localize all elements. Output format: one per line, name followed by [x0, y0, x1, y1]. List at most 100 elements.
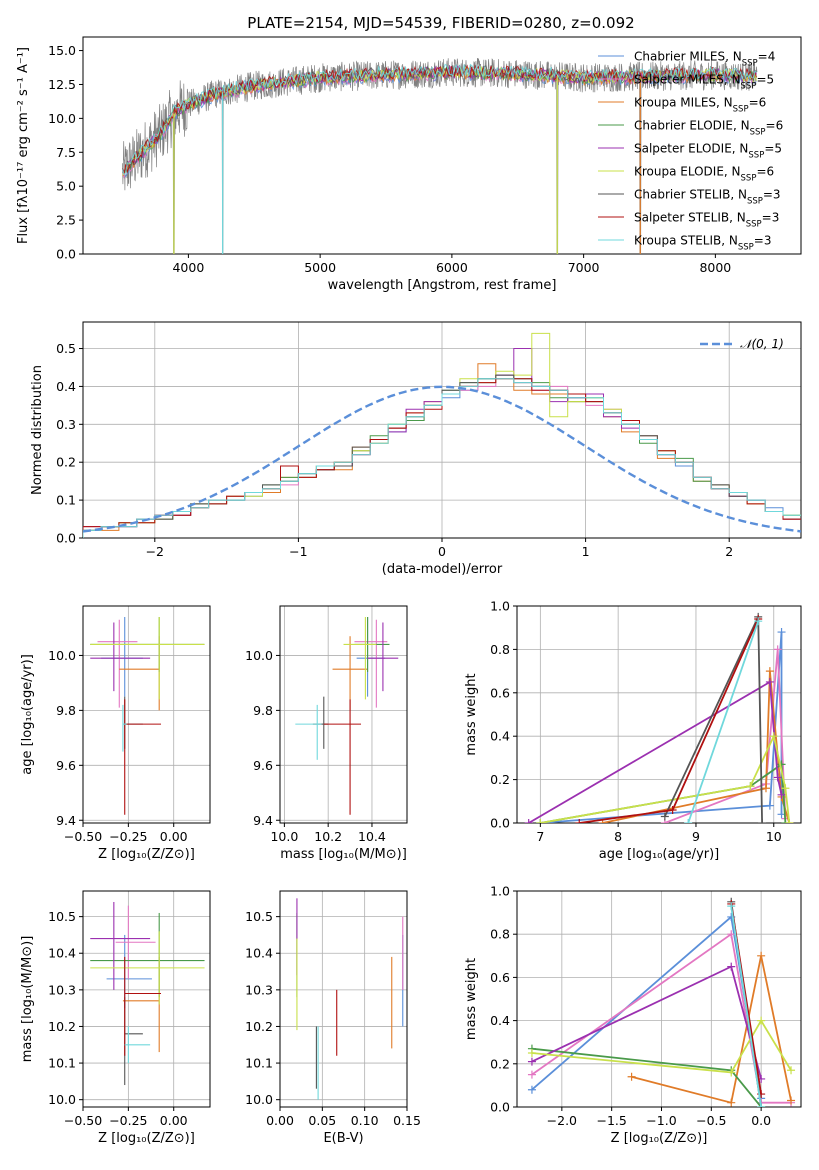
x-tick-label: −1.0	[646, 1113, 676, 1128]
y-tick-label: 1.0	[490, 599, 510, 614]
weight-marker	[773, 773, 782, 782]
panel-weight-vs-z: −2.0 −1.5 −1.0 −0.5 0.0 0.0 0.2 0.4 0.6 0.8 1.0 Z […	[464, 884, 802, 1146]
x-tick-label: −2.0	[547, 1113, 577, 1128]
x-tick-label: −0.25	[109, 829, 147, 844]
y-tick-label: 0.4	[56, 379, 76, 394]
x-tick-label: 0.05	[308, 1113, 336, 1128]
y-tick-label: 0.2	[490, 772, 510, 787]
weight-marker	[727, 1068, 736, 1077]
y-tick-label: 9.4	[253, 813, 273, 828]
y-tick-label: 10.1	[48, 1056, 76, 1071]
weight-marker	[761, 784, 770, 793]
x-axis-label: mass [log₁₀(M/M⊙)]	[280, 847, 407, 862]
y-axis-label: mass [log₁₀(M/M⊙)]	[20, 936, 35, 1063]
y-tick-label: 0.1	[56, 493, 76, 508]
x-axis-label: (data-model)/error	[382, 562, 503, 577]
y-tick-label: 0.0	[56, 531, 76, 546]
weight-marker	[684, 819, 693, 823]
weight-marker	[727, 1098, 736, 1107]
weight-marker	[746, 782, 755, 791]
x-tick-label: 7000	[568, 260, 600, 275]
y-tick-label: 10.0	[48, 111, 76, 126]
panel-residuals: −2 −1 0 1 2 0.0 0.1 0.2 0.3 0.4 0.5 (data-model)/er…	[30, 321, 802, 577]
y-tick-label: 10.0	[245, 648, 273, 663]
y-tick-label: 10.0	[48, 1092, 76, 1107]
y-tick-label: 10.2	[48, 1019, 76, 1034]
weight-line	[531, 932, 791, 1104]
axes-frame	[279, 605, 408, 824]
plot-area	[295, 616, 399, 815]
y-tick-label: 5.0	[56, 179, 76, 194]
x-tick-label: 10.0	[270, 829, 298, 844]
legend-label: Salpeter MILES, NSSP=5	[634, 73, 774, 92]
x-axis-label: Z [log₁₀(Z/Z⊙)]	[98, 847, 195, 862]
panel-age-vs-mass: 10.0 10.2 10.4 9.4 9.6 9.8 10.0 mass [log₁₀(M/M…	[245, 605, 408, 862]
panel-age-vs-z: −0.50 −0.25 0.00 9.4 9.6 9.8 10.0 Z [log₁₀(Z/Z⊙…	[20, 605, 211, 862]
legend-label: Kroupa ELODIE, NSSP=6	[634, 165, 774, 184]
y-tick-label: 10.1	[245, 1056, 273, 1071]
weight-marker	[627, 1072, 636, 1081]
y-axis-label: mass weight	[464, 673, 479, 755]
weight-marker	[727, 962, 736, 971]
y-tick-label: 0.0	[490, 816, 510, 831]
x-tick-label: 0.00	[266, 1113, 294, 1128]
weight-marker	[575, 819, 584, 823]
weight-line	[531, 1047, 762, 1107]
x-tick-label: 5000	[304, 260, 336, 275]
x-tick-label: 0	[438, 544, 446, 559]
legend-label: Salpeter STELIB, NSSP=3	[634, 211, 779, 230]
legend-label: Kroupa MILES, NSSP=6	[634, 96, 766, 115]
y-tick-label: 0.0	[56, 247, 76, 262]
y-tick-label: 1.0	[490, 884, 510, 899]
y-tick-label: 10.4	[48, 946, 76, 961]
plot-area	[524, 612, 794, 823]
y-axis-label: mass weight	[464, 958, 479, 1040]
y-tick-label: 0.2	[56, 455, 76, 470]
x-tick-label: 4000	[172, 260, 204, 275]
x-tick-label: −0.25	[109, 1113, 147, 1128]
data-spectrum-line	[122, 57, 758, 254]
x-tick-label: 0.00	[160, 829, 188, 844]
weight-marker	[668, 805, 677, 814]
plot-area	[122, 57, 758, 254]
weight-marker	[765, 667, 774, 676]
plot-area	[527, 897, 796, 1107]
weight-marker	[785, 819, 794, 823]
weight-marker	[787, 1066, 796, 1075]
x-tick-label: 10.2	[314, 829, 342, 844]
y-tick-label: 0.8	[490, 642, 510, 657]
weight-marker	[765, 677, 774, 686]
y-axis-label: Normed distribution	[30, 365, 45, 495]
model-spectrum-line	[122, 64, 757, 175]
weight-marker	[727, 902, 736, 911]
x-tick-label: −0.50	[64, 1113, 102, 1128]
axes-frame	[82, 890, 211, 1108]
y-tick-label: 9.6	[56, 758, 76, 773]
weight-marker	[758, 819, 767, 823]
plot-area	[296, 898, 404, 1100]
y-tick-label: 7.5	[56, 145, 76, 160]
weight-marker	[527, 1070, 536, 1079]
weight-line	[631, 955, 792, 1104]
panel-mass-vs-z: −0.50 −0.25 0.00 10.0 10.1 10.2 10.3 10.4 10.5 Z …	[20, 890, 211, 1146]
histogram-step	[83, 378, 801, 538]
y-tick-label: 9.8	[56, 703, 76, 718]
y-tick-label: 0.2	[490, 1056, 510, 1071]
legend-label: Chabrier ELODIE, NSSP=6	[634, 119, 783, 138]
weight-line	[730, 905, 762, 1107]
x-tick-label: 2	[725, 544, 733, 559]
model-spectrum-line	[122, 63, 757, 176]
y-axis-label: age [log₁₀(age/yr)]	[20, 654, 35, 775]
x-tick-label: −0.5	[696, 1113, 726, 1128]
y-tick-label: 0.6	[490, 685, 510, 700]
y-tick-label: 12.5	[48, 77, 76, 92]
weight-marker	[781, 819, 790, 823]
y-tick-label: 0.0	[490, 1100, 510, 1115]
y-tick-label: 15.0	[48, 43, 76, 58]
weight-marker	[757, 951, 766, 960]
y-tick-label: 2.5	[56, 213, 76, 228]
y-tick-label: 10.0	[245, 1092, 273, 1107]
weight-line	[531, 965, 762, 1080]
legend-label: Chabrier MILES, NSSP=4	[634, 50, 775, 69]
